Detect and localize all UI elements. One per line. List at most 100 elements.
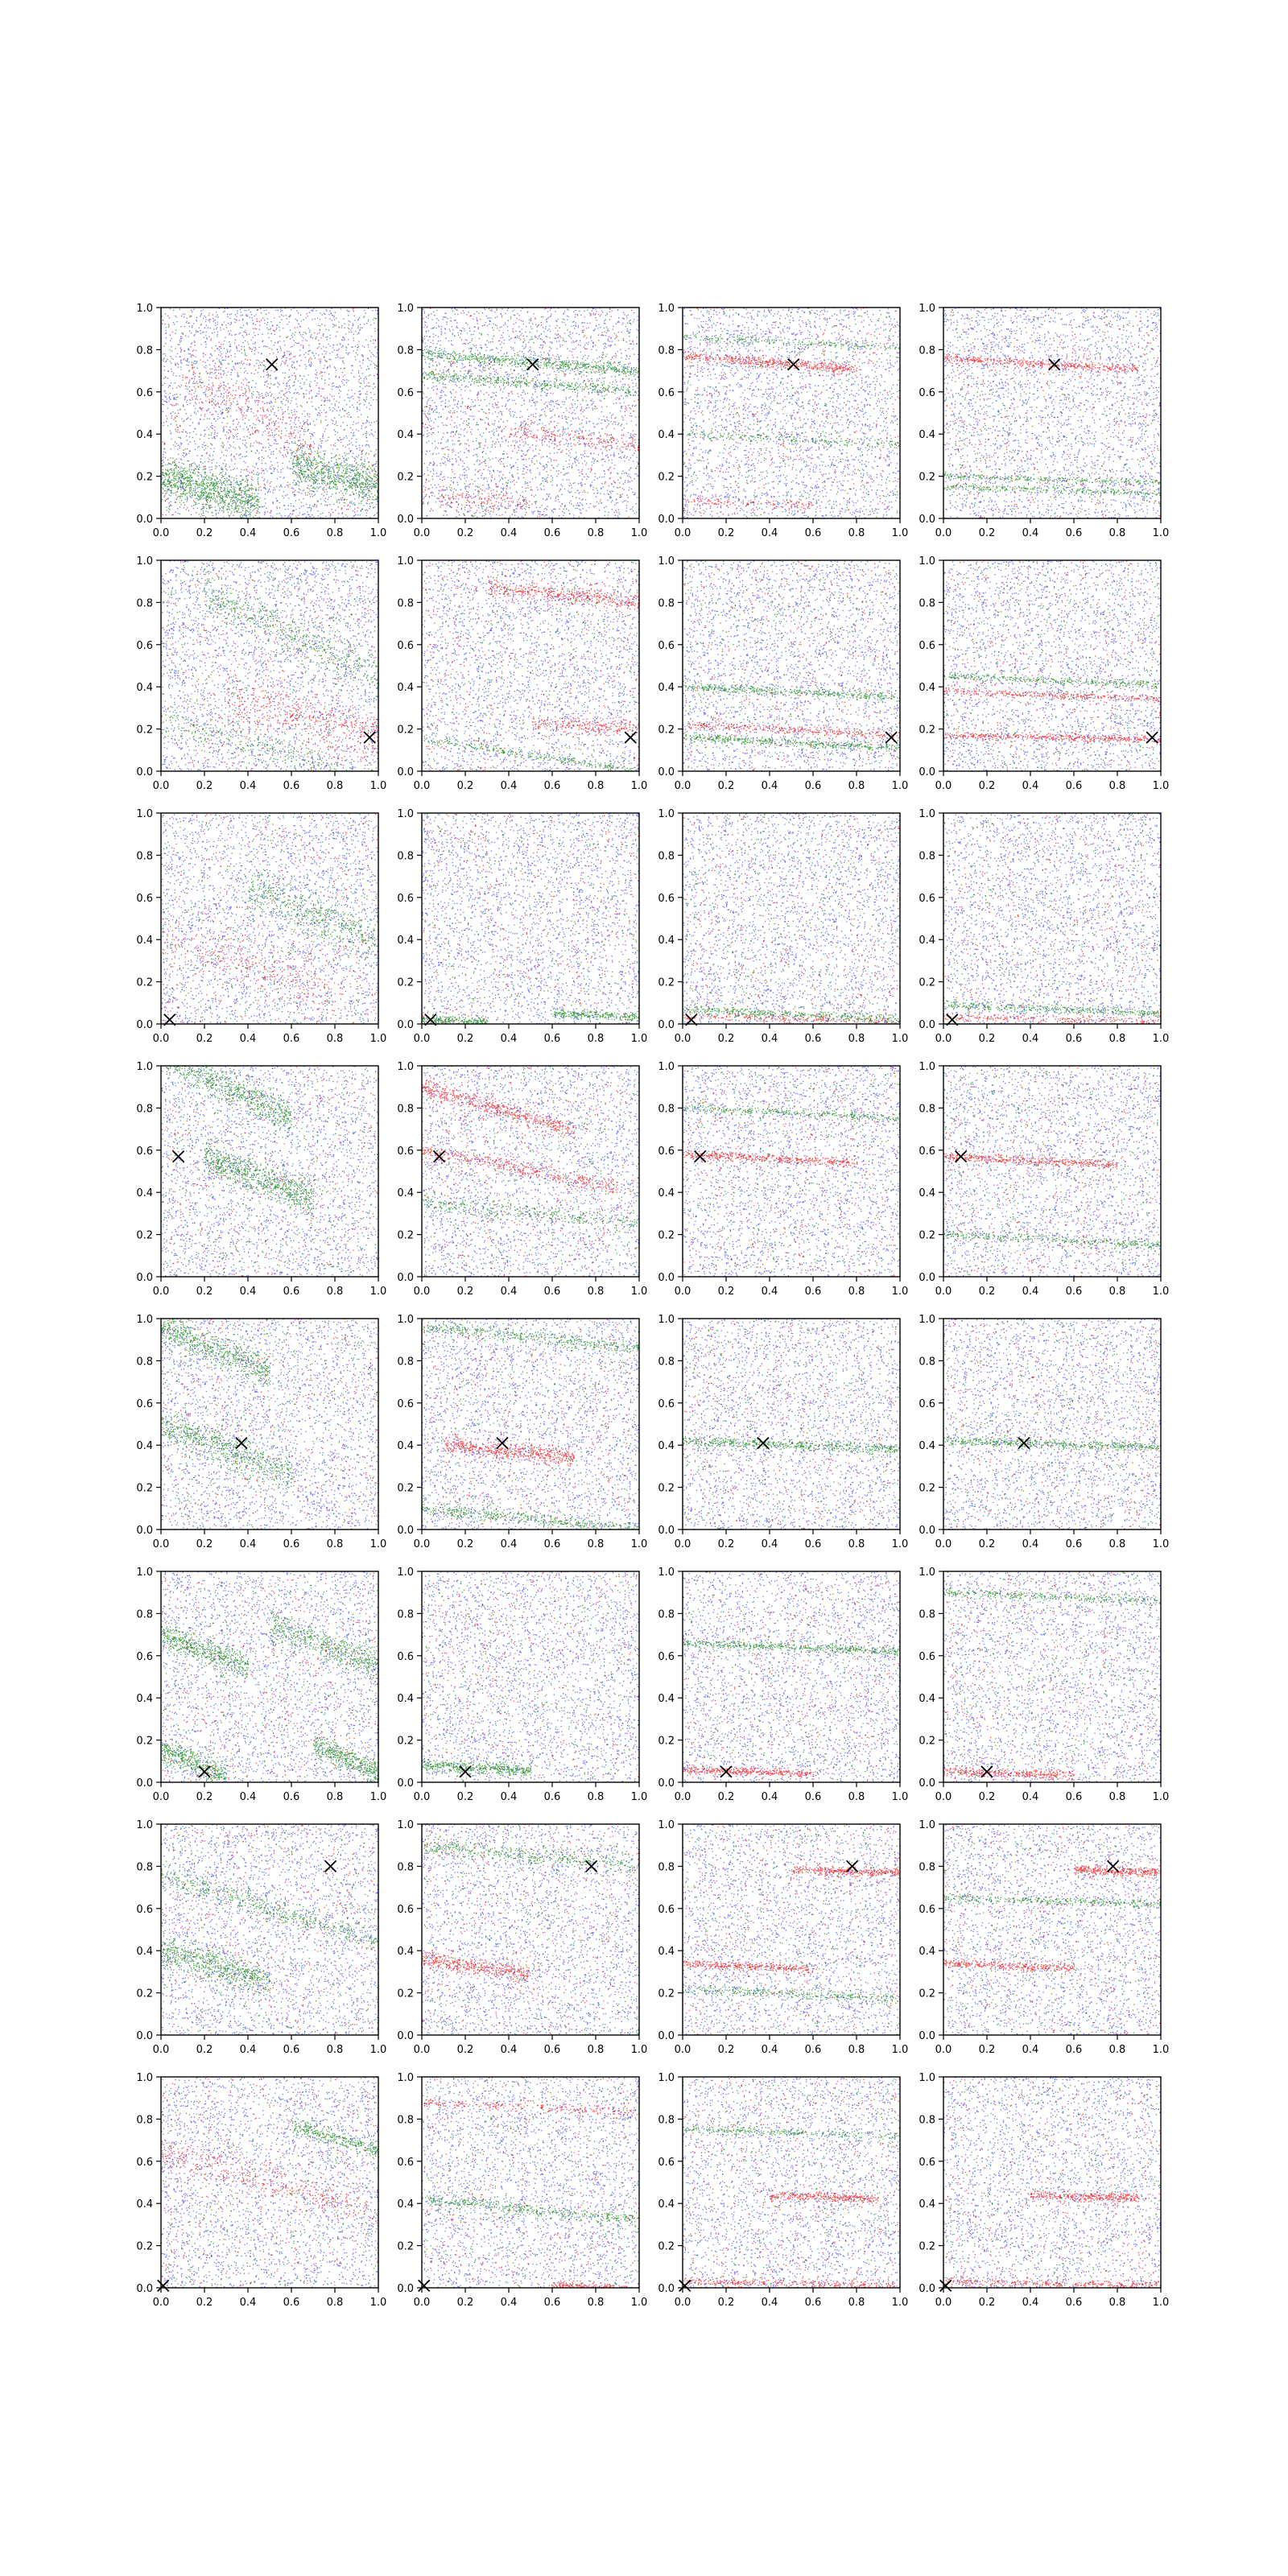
scatter-panel: 0.0 0.2 0.4 0.6 0.8 1.00.00.20.40.60.81.0: [136, 1819, 386, 2056]
x-tick-label: 0.0: [935, 1033, 952, 1045]
y-tick-label: 0.6: [136, 387, 153, 399]
x-tick-label: 1.0: [892, 527, 909, 539]
points-layer: [161, 1031, 379, 1277]
x-tick-label: 0.0: [935, 780, 952, 792]
x-tick-label: 0.4: [762, 2044, 778, 2056]
x-tick-label: 1.0: [370, 780, 387, 792]
x-tick-label: 0.0: [414, 1538, 431, 1550]
axes-frame: [422, 560, 639, 771]
y-tick-label: 0.6: [136, 1398, 153, 1410]
x-tick-label: 0.4: [762, 2297, 778, 2309]
y-tick-label: 0.2: [658, 724, 675, 737]
red-points: [422, 1319, 639, 1529]
y-tick-label: 1.0: [397, 1819, 414, 1831]
y-tick-label: 0.8: [136, 1103, 153, 1115]
y-tick-label: 0.0: [136, 766, 153, 778]
points-layer: [422, 1066, 640, 1277]
background-points: [683, 813, 901, 1024]
green-points: [943, 308, 1162, 518]
y-tick-label: 0.8: [919, 345, 935, 357]
x-tick-label: 0.2: [457, 1791, 474, 1803]
x-tick-label: 0.6: [544, 1286, 561, 1298]
green-points: [161, 813, 379, 1024]
x-tick-label: 0.4: [1022, 1791, 1039, 1803]
x-tick-label: 1.0: [370, 1033, 387, 1045]
x-marker: [940, 2280, 952, 2291]
x-tick-label: 1.0: [892, 2297, 909, 2309]
x-tick-label: 0.8: [588, 2044, 605, 2056]
x-tick-label: 0.6: [544, 1033, 561, 1045]
y-tick-label: 0.2: [136, 724, 153, 737]
green-points: [161, 1031, 379, 1277]
y-tick-label: 0.4: [919, 1440, 935, 1452]
y-tick-label: 0.0: [658, 1525, 675, 1537]
y-tick-label: 0.4: [919, 935, 935, 947]
scatter-panel: 0.0 0.2 0.4 0.6 0.8 1.00.00.20.40.60.81.0: [397, 2072, 647, 2309]
x-tick-label: 0.8: [848, 780, 865, 792]
y-tick-label: 0.8: [658, 345, 675, 357]
x-tick-label: 1.0: [631, 2297, 648, 2309]
axes-frame: [683, 1066, 900, 1277]
x-tick-label: 1.0: [1153, 1791, 1170, 1803]
x-tick-label: 0.2: [196, 527, 213, 539]
x-tick-label: 0.6: [283, 780, 300, 792]
x-tick-label: 0.4: [762, 1033, 778, 1045]
x-tick-label: 0.2: [457, 1286, 474, 1298]
x-tick-label: 0.6: [805, 780, 822, 792]
points-layer: [422, 560, 640, 773]
x-tick-label: 0.4: [501, 527, 518, 539]
y-tick-label: 0.6: [919, 1904, 935, 1916]
x-tick-label: 0.2: [718, 1791, 735, 1803]
scatter-panel: 0.0 0.2 0.4 0.6 0.8 1.00.00.20.40.60.81.0: [397, 808, 647, 1045]
axes-frame: [683, 560, 900, 771]
y-tick-label: 0.0: [658, 1019, 675, 1031]
y-tick-label: 0.8: [919, 1103, 935, 1115]
x-tick-label: 0.2: [718, 527, 735, 539]
x-tick-label: 0.4: [240, 1538, 257, 1550]
y-tick-label: 1.0: [136, 808, 153, 820]
scatter-panel: 0.0 0.2 0.4 0.6 0.8 1.00.00.20.40.60.81.0: [136, 2072, 386, 2333]
y-tick-label: 0.8: [919, 597, 935, 609]
y-tick-label: 0.8: [658, 597, 675, 609]
points-layer: [683, 1319, 901, 1530]
y-tick-label: 0.8: [136, 1861, 153, 1873]
x-tick-label: 0.6: [283, 1791, 300, 1803]
background-points: [422, 560, 640, 771]
scatter-panel: 0.0 0.2 0.4 0.6 0.8 1.00.00.20.40.60.81.0: [136, 303, 386, 539]
x-tick-label: 0.6: [283, 1033, 300, 1045]
points-layer: [161, 1314, 379, 1530]
x-tick-label: 0.2: [196, 1791, 213, 1803]
points-layer: [683, 308, 901, 518]
x-tick-label: 0.8: [327, 527, 344, 539]
points-layer: [422, 2077, 640, 2294]
y-tick-label: 0.8: [658, 1861, 675, 1873]
x-tick-label: 0.2: [196, 2044, 213, 2056]
axes-frame: [161, 1824, 378, 2035]
y-tick-label: 0.8: [136, 1608, 153, 1620]
y-tick-label: 0.8: [136, 850, 153, 862]
x-tick-label: 0.2: [718, 1033, 735, 1045]
red-points: [943, 1825, 1162, 2035]
x-tick-label: 0.2: [718, 780, 735, 792]
x-tick-label: 0.4: [240, 1033, 257, 1045]
y-tick-label: 0.8: [136, 345, 153, 357]
y-tick-label: 0.2: [658, 1230, 675, 1242]
scatter-panel: 0.0 0.2 0.4 0.6 0.8 1.00.00.20.40.60.81.0: [658, 1567, 908, 1803]
red-points: [423, 2078, 640, 2294]
y-tick-label: 1.0: [136, 1819, 153, 1831]
points-layer: [683, 1824, 901, 2035]
y-tick-label: 0.4: [658, 935, 675, 947]
y-tick-label: 0.2: [136, 1483, 153, 1495]
axes-frame: [422, 1319, 639, 1530]
y-tick-label: 0.6: [658, 1146, 675, 1158]
points-layer: [683, 1066, 901, 1277]
x-tick-label: 0.2: [457, 2297, 474, 2309]
x-tick-label: 1.0: [370, 2297, 387, 2309]
scatter-panel: 0.0 0.2 0.4 0.6 0.8 1.00.00.20.40.60.81.0: [919, 1314, 1169, 1550]
y-tick-label: 0.8: [397, 345, 414, 357]
x-tick-label: 1.0: [892, 2044, 909, 2056]
background-points: [683, 2077, 901, 2288]
x-tick-label: 0.4: [501, 1538, 518, 1550]
points-layer: [161, 308, 379, 530]
y-tick-label: 0.6: [136, 2157, 153, 2169]
